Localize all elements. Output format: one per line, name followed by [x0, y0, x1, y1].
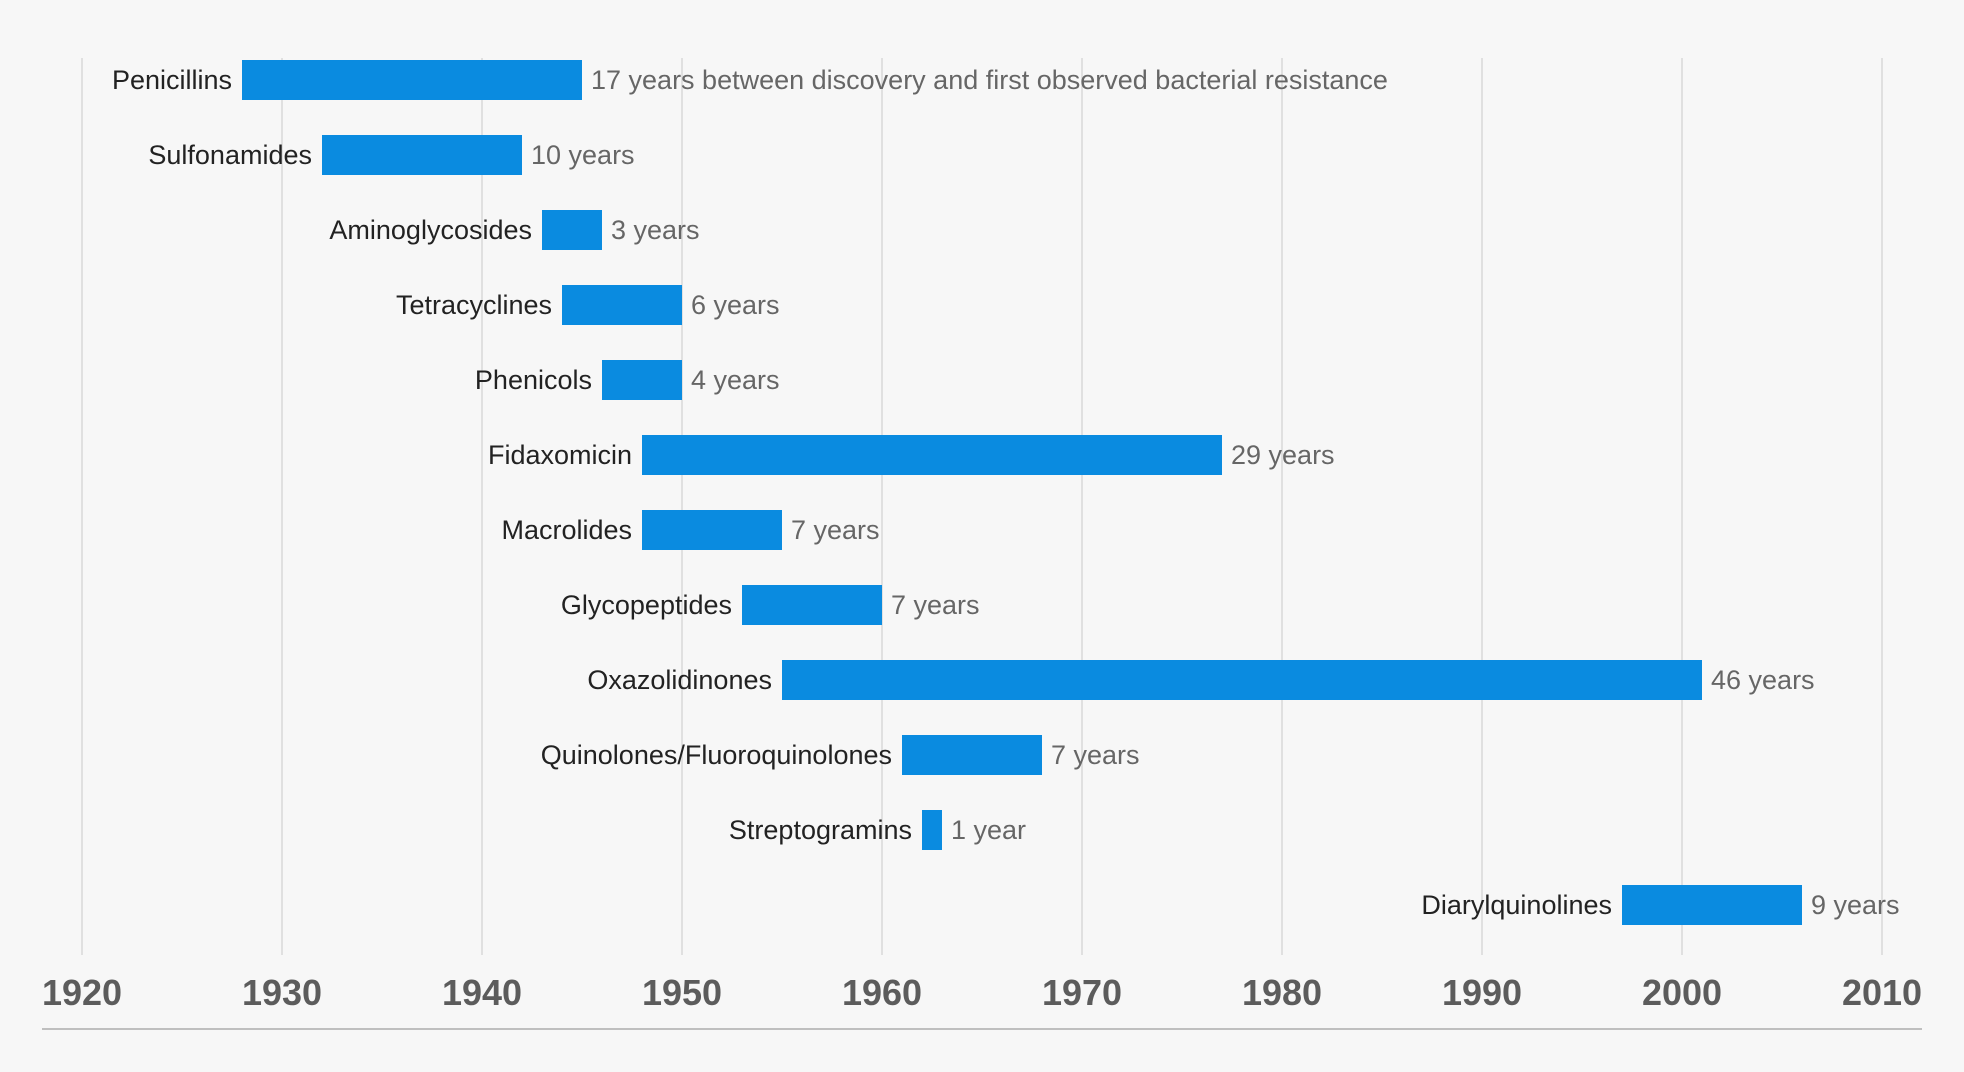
duration-label: 17 years between discovery and first obs…	[591, 65, 1388, 95]
duration-label: 6 years	[691, 290, 780, 320]
x-tick-label: 1960	[842, 972, 922, 1013]
duration-label: 7 years	[1051, 740, 1140, 770]
duration-label: 46 years	[1711, 665, 1815, 695]
bar-streptogramins	[922, 810, 942, 850]
x-axis: 1920 1930 1940 1950 1960 1970 1980 1990 2000 2010	[42, 972, 1922, 1030]
x-tick-label: 1930	[242, 972, 322, 1013]
bar-tetracyclines	[562, 285, 682, 325]
bar-penicillins	[242, 60, 582, 100]
category-label: Sulfonamides	[148, 140, 312, 170]
duration-label: 1 year	[951, 815, 1026, 845]
duration-label: 3 years	[611, 215, 700, 245]
category-label: Penicillins	[112, 65, 232, 95]
category-label: Diarylquinolines	[1421, 890, 1612, 920]
x-tick-label: 1990	[1442, 972, 1522, 1013]
duration-label: 29 years	[1231, 440, 1335, 470]
category-label: Glycopeptides	[561, 590, 732, 620]
duration-label: 4 years	[691, 365, 780, 395]
bar-oxazolidinones	[782, 660, 1702, 700]
x-tick-label: 1920	[42, 972, 122, 1013]
x-tick-label: 1940	[442, 972, 522, 1013]
bar-macrolides	[642, 510, 782, 550]
bar-quinolones-fluoroquinolones	[902, 735, 1042, 775]
gridlines	[81, 58, 1883, 955]
x-tick-label: 2000	[1642, 972, 1722, 1013]
category-label: Tetracyclines	[396, 290, 552, 320]
x-tick-label: 1970	[1042, 972, 1122, 1013]
duration-label: 9 years	[1811, 890, 1900, 920]
category-label: Oxazolidinones	[587, 665, 772, 695]
x-tick-label: 2010	[1842, 972, 1922, 1013]
bar-fidaxomicin	[642, 435, 1222, 475]
category-label: Aminoglycosides	[329, 215, 532, 245]
category-label: Streptogramins	[729, 815, 912, 845]
category-label: Phenicols	[475, 365, 592, 395]
category-label: Macrolides	[501, 515, 632, 545]
bars: Penicillins 17 years between discovery an…	[112, 60, 1900, 925]
duration-label: 7 years	[791, 515, 880, 545]
x-tick-label: 1980	[1242, 972, 1322, 1013]
duration-label: 10 years	[531, 140, 635, 170]
bar-glycopeptides	[742, 585, 882, 625]
duration-label: 7 years	[891, 590, 980, 620]
category-label: Fidaxomicin	[488, 440, 632, 470]
bar-sulfonamides	[322, 135, 522, 175]
x-tick-label: 1950	[642, 972, 722, 1013]
bar-aminoglycosides	[542, 210, 602, 250]
bar-diarylquinolines	[1622, 885, 1802, 925]
category-label: Quinolones/Fluoroquinolones	[541, 740, 892, 770]
bar-phenicols	[602, 360, 682, 400]
